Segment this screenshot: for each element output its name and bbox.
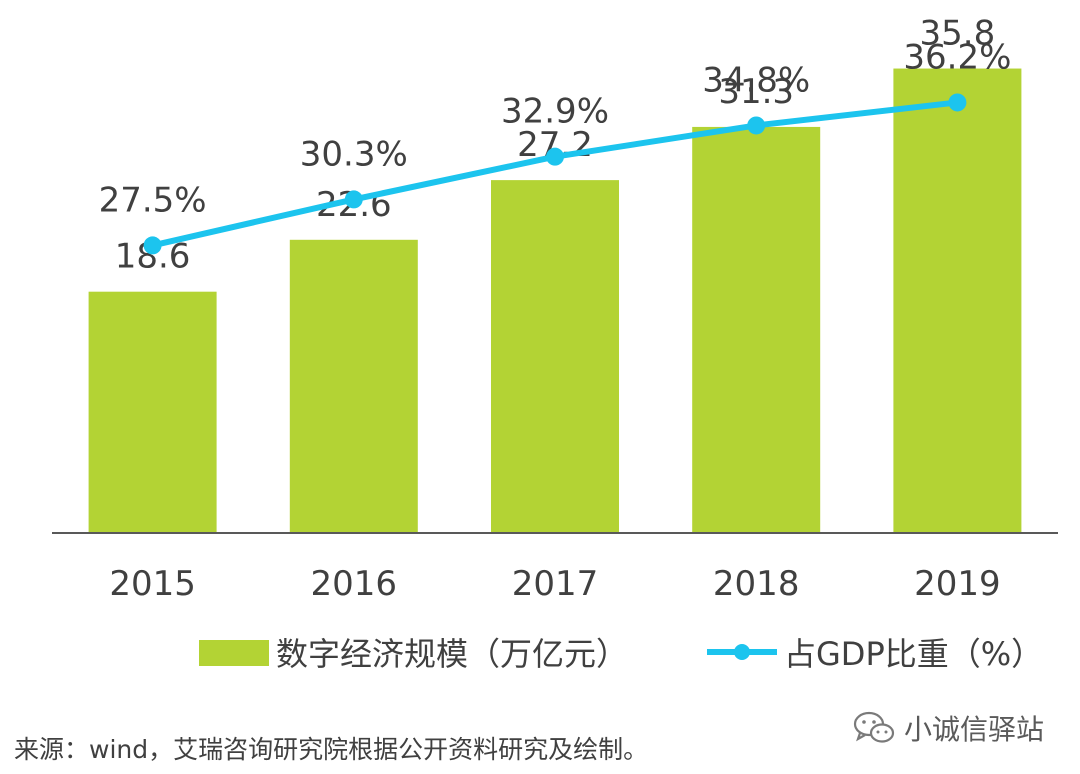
bar-2019 bbox=[893, 68, 1022, 533]
line-value-label-2018: 34.8% bbox=[702, 60, 810, 100]
source-note: 来源：wind，艾瑞咨询研究院根据公开资料研究及绘制。 bbox=[14, 735, 649, 764]
watermark-text: 小诚信驿站 bbox=[904, 713, 1045, 746]
bar-2015 bbox=[88, 291, 217, 533]
legend-line-label: 占GDP比重（%） bbox=[784, 635, 1043, 673]
line-value-label-2016: 30.3% bbox=[300, 134, 408, 174]
wechat-icon bbox=[853, 711, 895, 743]
x-axis-ticks: 2015 2016 2017 2018 2019 bbox=[109, 564, 1000, 604]
line-value-label-2017: 32.9% bbox=[501, 92, 609, 132]
watermark: 小诚信驿站 bbox=[852, 706, 1044, 750]
legend-line-marker bbox=[734, 644, 750, 660]
line-point-2015 bbox=[143, 236, 162, 255]
line-point-2016 bbox=[344, 190, 363, 209]
line-point-2018 bbox=[747, 116, 766, 135]
x-tick-label-2019: 2019 bbox=[914, 564, 1001, 604]
bar-value-label-2019: 35.8 bbox=[920, 14, 996, 54]
legend: 数字经济规模（万亿元） 占GDP比重（%） bbox=[199, 635, 1043, 673]
line-point-2019 bbox=[948, 93, 967, 112]
bar-value-label-2018: 31.3 bbox=[718, 72, 794, 112]
line-value-label-2019: 36.2% bbox=[903, 37, 1011, 77]
bar-2016 bbox=[289, 239, 418, 533]
bar-2018 bbox=[692, 126, 821, 534]
x-tick-label-2016: 2016 bbox=[311, 564, 398, 604]
x-tick-label-2017: 2017 bbox=[512, 564, 599, 604]
bar-2017 bbox=[491, 180, 619, 533]
legend-bar-label: 数字经济规模（万亿元） bbox=[276, 635, 628, 673]
line-value-label-2015: 27.5% bbox=[99, 180, 207, 220]
chart: 18.622.627.231.335.8 2015201620172018201… bbox=[52, 14, 1058, 673]
line-series: 27.5% 30.3% 32.9% 34.8% 36.2% bbox=[99, 37, 1011, 255]
legend-bar-swatch bbox=[199, 640, 269, 666]
x-tick-label-2018: 2018 bbox=[713, 564, 800, 604]
x-tick-label-2015: 2015 bbox=[109, 564, 196, 604]
line-point-2017 bbox=[546, 147, 564, 166]
bar-series: 18.622.627.231.335.8 bbox=[88, 14, 1022, 534]
